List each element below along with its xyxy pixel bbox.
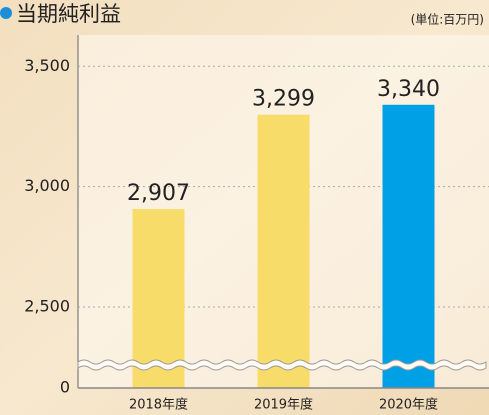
title-bullet — [0, 7, 12, 19]
value-label: 3,340 — [377, 77, 440, 102]
value-label: 3,299 — [252, 87, 315, 112]
chart-title: 当期純利益 — [16, 2, 121, 26]
y-tick-label: 2,500 — [24, 297, 70, 316]
value-label: 2,907 — [127, 181, 190, 206]
x-tick-label: 2018年度 — [129, 397, 188, 413]
axis-break — [77, 359, 487, 371]
y-tick-label: 3,000 — [24, 176, 70, 195]
y-tick-label: 3,500 — [24, 56, 70, 75]
y-tick-label: 0 — [60, 378, 70, 397]
x-tick-label: 2019年度 — [254, 397, 313, 413]
bar — [382, 104, 435, 389]
bar — [257, 114, 310, 388]
x-tick-label: 2020年度 — [379, 397, 438, 413]
bar — [132, 209, 185, 388]
unit-label: (単位:百万円) — [411, 12, 484, 27]
